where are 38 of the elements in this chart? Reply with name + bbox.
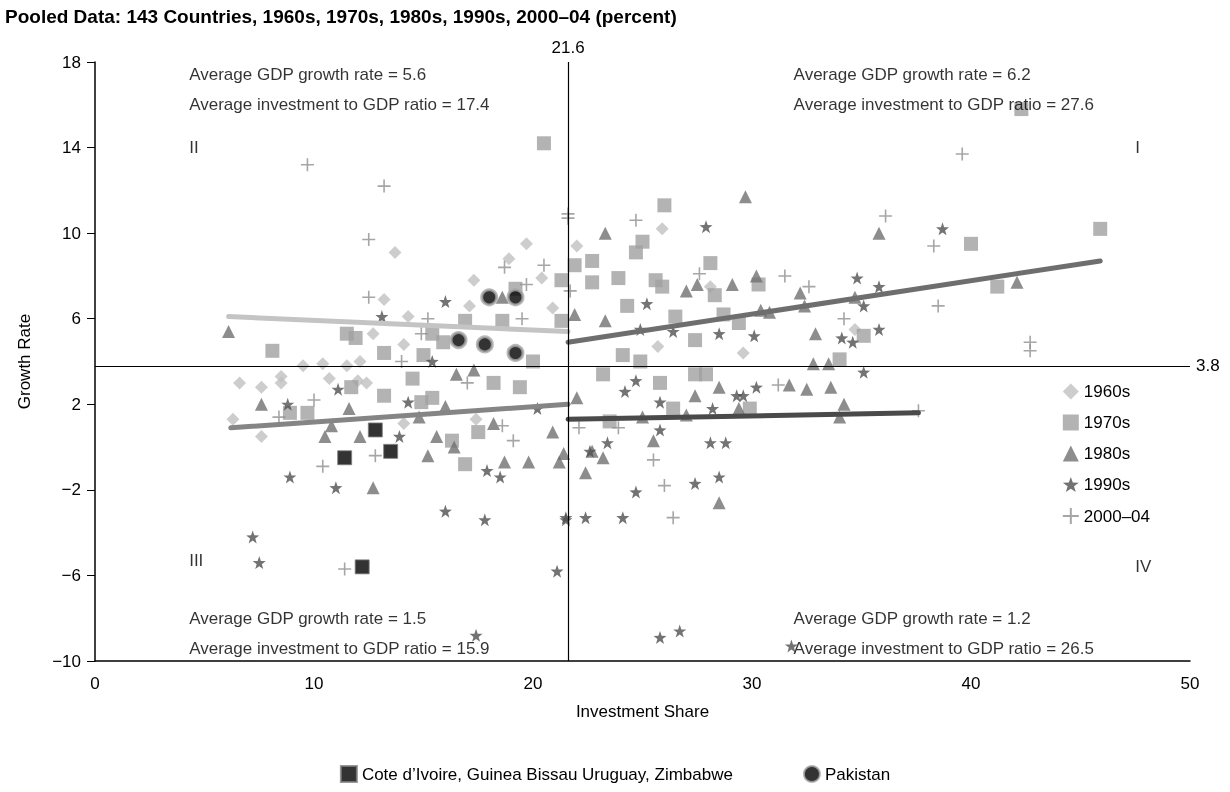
annotation: II [189, 138, 199, 158]
chart-title: Pooled Data: 143 Countries, 1960s, 1970s, 1980s, 1990s, 2000–04 (percent) [5, 6, 677, 27]
x-tick-label: 20 [523, 674, 543, 693]
legend-label: Pakistan [824, 764, 891, 784]
annotation: Average GDP growth rate = 6.2 [793, 65, 1031, 85]
y-tick-label: 10 [62, 223, 81, 243]
legend-label: 2000–04 [1083, 506, 1151, 526]
y-tick-label: −2 [61, 480, 81, 500]
annotation: Average GDP growth rate = 1.5 [189, 608, 427, 628]
y-tick-label: 18 [62, 52, 81, 72]
x-tick-label: 10 [304, 674, 324, 693]
legend-label: 1970s [1083, 413, 1131, 432]
ref-line-label: 3.8 [1196, 356, 1220, 376]
x-tick-label: 0 [90, 674, 100, 693]
legend-label: 1990s [1083, 475, 1131, 494]
annotation: III [189, 550, 204, 570]
annotation: Average investment to GDP ratio = 27.6 [793, 95, 1094, 115]
annotation: Average investment to GDP ratio = 17.4 [189, 95, 490, 115]
y-tick-label: −6 [61, 565, 81, 585]
y-tick-label: 6 [71, 309, 81, 329]
annotation: IV [1135, 557, 1152, 577]
annotation: Average investment to GDP ratio = 15.9 [189, 638, 490, 658]
x-axis-title: Investment Share [575, 702, 710, 721]
legend-label: 1980s [1083, 444, 1131, 463]
ref-line-label: 21.6 [551, 38, 585, 57]
legend-label: 1960s [1083, 382, 1131, 401]
y-tick-label: 14 [62, 138, 81, 158]
x-tick-label: 30 [742, 674, 762, 693]
legend-label: Cote d’Ivoire, Guinea Bissau Uruguay, Zimbabwe [361, 764, 733, 784]
x-tick-label: 40 [961, 674, 981, 693]
y-axis-title: Growth Rate [15, 313, 34, 410]
y-tick-label: −10 [52, 651, 81, 671]
annotation: Average GDP growth rate = 1.2 [793, 608, 1031, 628]
annotation: Average GDP growth rate = 5.6 [189, 65, 427, 85]
y-tick-label: 2 [71, 394, 81, 414]
x-tick-label: 50 [1180, 674, 1200, 693]
annotation: I [1135, 138, 1140, 158]
annotation: Average investment to GDP ratio = 26.5 [793, 638, 1094, 658]
